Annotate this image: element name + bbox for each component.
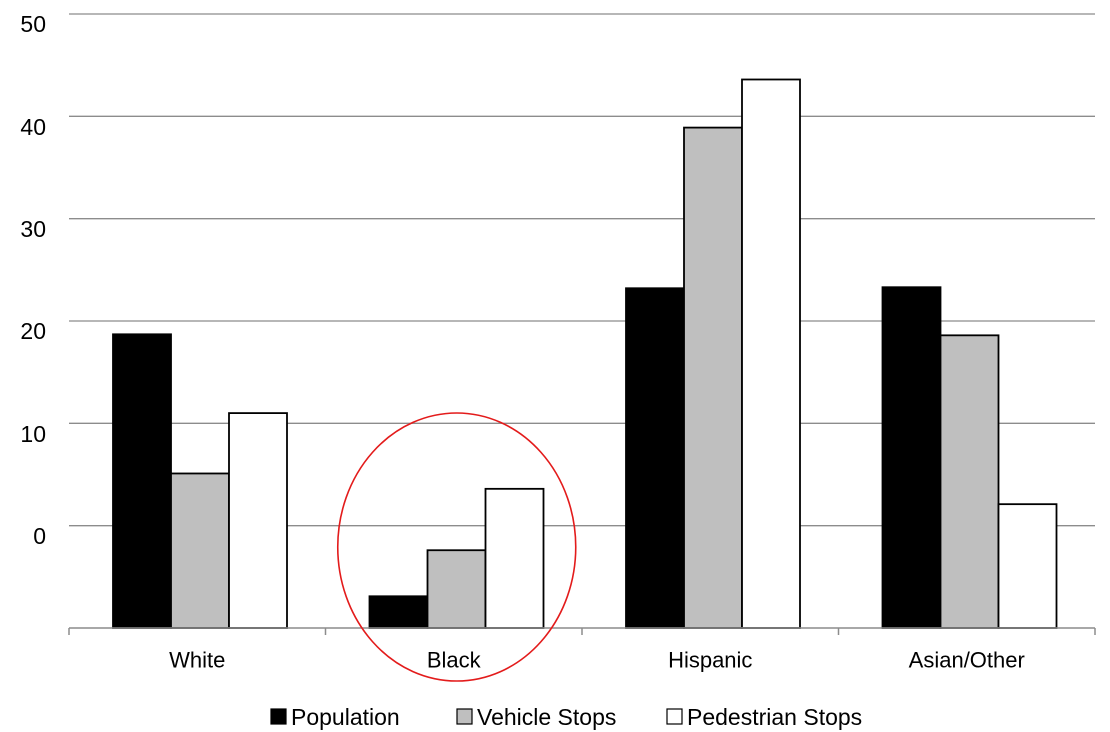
bar-vehicle-stops-hispanic — [683, 126, 743, 629]
y-tick-label: 50 — [20, 11, 46, 37]
bar-vehicle-stops-white — [170, 472, 230, 629]
bar-population-hispanic — [625, 287, 685, 629]
bar-population-white — [112, 333, 172, 629]
y-tick-label: 20 — [20, 318, 46, 344]
x-category-label: Black — [427, 648, 482, 673]
legend-label: Vehicle Stops — [477, 704, 616, 730]
bar-pedestrian-stops-asian-other — [997, 503, 1058, 629]
y-axis-tick-labels: 0 10 20 30 40 50 — [20, 11, 46, 549]
legend-label: Pedestrian Stops — [687, 704, 862, 730]
x-axis-category-labels: White Black Hispanic Asian/Other — [169, 648, 1025, 673]
y-tick-label: 0 — [33, 523, 46, 549]
x-category-label: Hispanic — [668, 648, 752, 673]
legend: Population Vehicle Stops Pedestrian Stops — [270, 704, 862, 730]
y-tick-label: 10 — [20, 421, 46, 447]
legend-label: Population — [291, 704, 400, 730]
x-category-label: Asian/Other — [909, 648, 1025, 673]
y-tick-label: 30 — [20, 216, 46, 242]
y-tick-label: 40 — [20, 114, 46, 140]
legend-swatch — [666, 708, 683, 725]
highlight-ellipse — [336, 412, 577, 682]
bar-vehicle-stops-asian-other — [939, 334, 1000, 629]
bars — [112, 78, 1058, 629]
bar-population-asian-other — [881, 286, 942, 629]
annotations — [336, 412, 577, 682]
legend-swatch — [270, 708, 287, 725]
x-axis — [68, 627, 1096, 635]
bar-pedestrian-stops-black — [484, 487, 545, 629]
bar-pedestrian-stops-white — [228, 412, 288, 629]
bar-population-black — [368, 595, 429, 629]
x-category-label: White — [169, 648, 225, 673]
bar-pedestrian-stops-hispanic — [741, 78, 801, 629]
bar-vehicle-stops-black — [426, 549, 487, 629]
legend-swatch — [456, 708, 473, 725]
